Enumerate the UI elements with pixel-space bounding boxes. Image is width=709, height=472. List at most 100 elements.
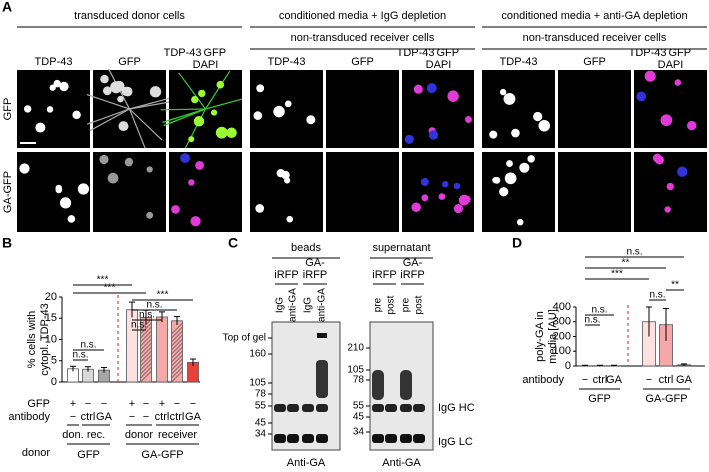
- lane-label: pre: [401, 297, 412, 312]
- nucleus: [253, 111, 263, 120]
- nucleus: [122, 86, 133, 97]
- nucleus: [107, 172, 119, 184]
- y-axis-label: media [AU]: [547, 309, 559, 363]
- significance-label: **: [622, 258, 630, 269]
- nucleus: [55, 186, 63, 194]
- micrograph: [250, 70, 323, 148]
- row-label: antibody: [522, 374, 564, 386]
- micrograph: [17, 152, 90, 232]
- merge-label: GFP: [669, 47, 692, 59]
- nucleus: [453, 182, 461, 190]
- hatch: [140, 366, 152, 379]
- y-tick-label: 0: [51, 376, 57, 388]
- band-label: IgG LC: [438, 436, 473, 448]
- lane-label: post: [414, 295, 425, 314]
- band: [287, 404, 299, 412]
- marker-label: 45: [353, 412, 365, 423]
- band: [317, 333, 327, 338]
- lane-label: IgG: [303, 297, 314, 313]
- nucleus: [687, 120, 697, 131]
- nucleus: [660, 114, 673, 127]
- group-label: GFP: [77, 449, 100, 461]
- merge-label: GFP: [204, 47, 227, 59]
- band: [274, 404, 286, 412]
- group-subtitle: non-transduced receiver cells: [523, 32, 667, 44]
- group-label: GA-GFP: [645, 393, 687, 405]
- condition-label: +: [129, 398, 135, 410]
- merge-label: DAPI: [658, 59, 684, 71]
- y-tick-label: 400: [553, 301, 571, 313]
- hatch: [140, 342, 152, 355]
- column-label: GFP: [583, 56, 606, 68]
- blot: [271, 321, 341, 451]
- condition-label: ctrl: [659, 374, 674, 386]
- nucleus: [146, 166, 153, 173]
- nucleus: [655, 155, 665, 165]
- nucleus: [215, 126, 228, 139]
- antibody-label: Anti-GA: [287, 457, 326, 469]
- nucleus: [644, 70, 656, 82]
- neurite: [86, 108, 130, 125]
- construct-label: iRFP: [400, 269, 424, 281]
- y-tick-label: 20: [45, 291, 57, 303]
- nucleus: [527, 155, 535, 163]
- nucleus: [67, 215, 76, 223]
- sub-label: receiver: [158, 429, 197, 441]
- condition-label: −: [143, 411, 149, 423]
- smear: [400, 370, 412, 400]
- micrograph: [402, 70, 475, 148]
- nucleus: [404, 134, 414, 144]
- neurite: [89, 108, 130, 132]
- nucleus: [519, 162, 530, 173]
- nucleus: [438, 193, 446, 200]
- condition-label: −: [174, 398, 180, 410]
- nucleus: [677, 166, 688, 177]
- condition-label: −: [85, 398, 91, 410]
- lane-label: anti-GA: [288, 288, 299, 322]
- hatch: [140, 334, 152, 347]
- y-axis-label: cytopl. TDP-43: [39, 303, 51, 376]
- nucleus: [216, 80, 225, 89]
- nucleus: [226, 127, 237, 139]
- spacer: [17, 148, 247, 152]
- neurite: [128, 108, 147, 152]
- neurite: [178, 72, 206, 110]
- significance-label: ***: [611, 269, 623, 280]
- y-tick-label: 200: [553, 330, 571, 342]
- row-label: GA-GFP: [2, 171, 14, 213]
- nucleus: [538, 119, 551, 132]
- neurite: [162, 108, 206, 123]
- nucleus: [441, 180, 449, 188]
- row-label: donor: [22, 447, 50, 459]
- marker-label: 34: [255, 429, 267, 440]
- significance-label: ***: [157, 290, 169, 301]
- nucleus: [511, 128, 520, 138]
- hatch: [140, 354, 152, 367]
- condition-label: −: [70, 411, 76, 423]
- panel-label: A: [2, 0, 12, 15]
- column-label: TDP-43: [500, 56, 538, 68]
- panel-label: C: [228, 235, 238, 251]
- condition-label: GA: [185, 411, 202, 423]
- condition-label: +: [159, 398, 165, 410]
- nucleus: [421, 194, 429, 202]
- smear: [372, 370, 384, 400]
- blot-title: beads: [291, 242, 321, 254]
- nucleus: [306, 115, 316, 125]
- group-label: GFP: [588, 393, 611, 405]
- micrograph: [326, 152, 399, 232]
- significance-label: n.s.: [649, 290, 665, 301]
- nucleus: [77, 183, 90, 195]
- nucleus: [428, 130, 439, 140]
- condition-label: −: [143, 398, 149, 410]
- sub-label: donor: [125, 429, 153, 441]
- hatch: [171, 362, 183, 375]
- nucleus: [664, 206, 671, 213]
- nucleus: [35, 122, 46, 133]
- nucleus: [284, 100, 292, 108]
- neurite: [86, 94, 130, 110]
- merge-label: TDP-43: [164, 47, 202, 59]
- condition-label: ctrl: [593, 374, 608, 386]
- sub-label: rec.: [87, 429, 105, 441]
- merge-label: DAPI: [426, 59, 452, 71]
